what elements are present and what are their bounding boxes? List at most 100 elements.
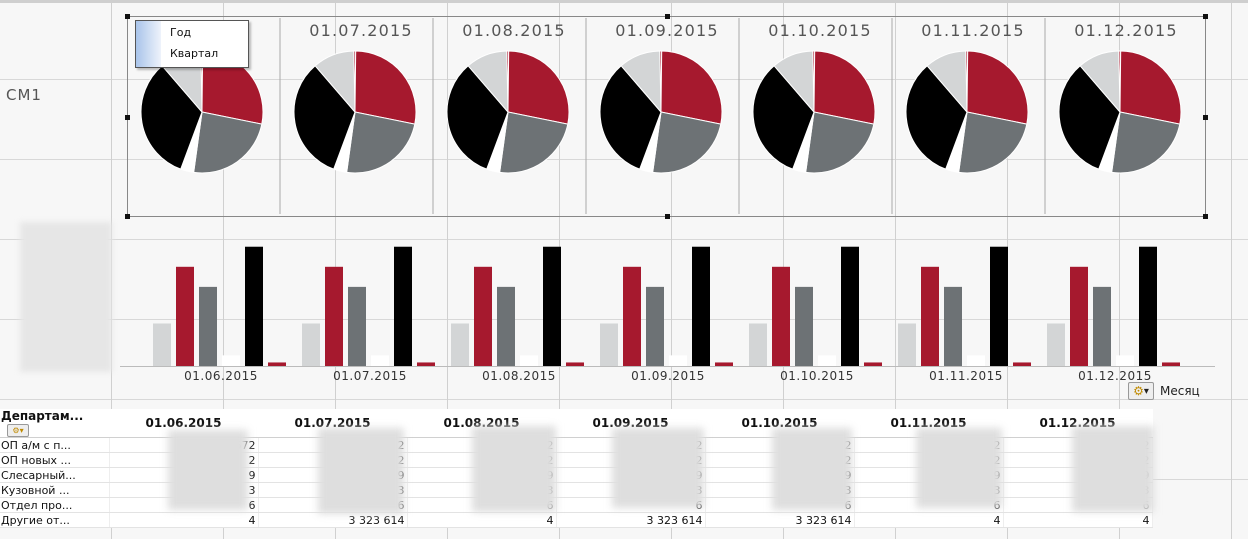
row-department-name: ОП новых ...: [0, 452, 110, 468]
blurred-cells: [472, 426, 556, 512]
bar: [497, 286, 515, 366]
bar-category-label: 01.11.2015: [929, 369, 1003, 383]
table-row: Другие от... 4 3 323 614 4 3 323 614 3 323 61…: [0, 512, 1153, 528]
pie-slice: [1058, 65, 1121, 170]
pie-slice: [905, 65, 968, 170]
table-header-row: Департам...⚙▾ 01.06.2015 01.07.2015 01.08.2…: [0, 409, 1152, 438]
pie-slice: [346, 111, 416, 174]
pie-slice: [660, 50, 723, 125]
blurred-cells: [916, 428, 1002, 508]
pie-slice: [467, 50, 509, 114]
table-cell: 3 323 614: [705, 512, 855, 528]
top-divider: [0, 0, 1248, 3]
pie-slice: [1079, 50, 1121, 114]
pie-slice: [140, 65, 203, 170]
bar: [1093, 286, 1111, 366]
table-cell: 3 323 614: [258, 512, 408, 528]
chevron-down-icon: ▾: [1143, 385, 1149, 397]
row-department-name: Кузовной ...: [0, 482, 110, 498]
pie-slice: [193, 111, 263, 174]
menu-gutter: [136, 21, 161, 67]
blurred-cells: [318, 428, 404, 514]
menu-item-quarter[interactable]: Квартал: [170, 47, 219, 60]
bar: [176, 266, 194, 366]
pie-month-label: 01.11.2015: [921, 21, 1025, 40]
pie-month-label: 01.12.2015: [1074, 21, 1178, 40]
bar: [669, 355, 687, 366]
period-popup-menu: Год Квартал: [135, 20, 249, 68]
blurred-cells: [612, 428, 704, 508]
table-cell: 4: [407, 512, 557, 528]
pie-slice: [499, 111, 569, 174]
bar: [818, 355, 836, 366]
blurred-row-labels: [20, 222, 112, 372]
resize-handle[interactable]: [665, 214, 670, 219]
blurred-cells: [772, 428, 852, 510]
row-department-name: Отдел про...: [0, 497, 110, 513]
resize-handle[interactable]: [125, 115, 130, 120]
row-department-name: ОП а/м с п...: [0, 437, 110, 453]
pie-slice: [813, 50, 876, 125]
pie-month-label: 01.08.2015: [462, 21, 566, 40]
bar: [944, 286, 962, 366]
pie-slice: [1119, 50, 1182, 125]
bar: [967, 355, 985, 366]
bar: [153, 323, 171, 366]
bar-category-label: 01.09.2015: [631, 369, 705, 383]
resize-handle[interactable]: [1203, 14, 1208, 19]
gear-icon: ⚙: [1133, 384, 1144, 398]
pie-slice: [446, 65, 509, 170]
bar: [749, 323, 767, 366]
bar: [394, 246, 412, 366]
table-header-department[interactable]: Департам...⚙▾: [0, 409, 109, 438]
bar-category-label: 01.10.2015: [780, 369, 854, 383]
bar: [841, 246, 859, 366]
bar: [715, 362, 733, 366]
bar: [1162, 362, 1180, 366]
resize-handle[interactable]: [125, 214, 130, 219]
bar: [1013, 362, 1031, 366]
table-cell: 4: [1003, 512, 1153, 528]
month-dimension-control[interactable]: ⚙ ▾ Месяц: [1128, 381, 1200, 401]
bar: [1139, 246, 1157, 366]
bar: [417, 362, 435, 366]
bar: [451, 323, 469, 366]
pie-month-label: 01.10.2015: [768, 21, 872, 40]
pie-slice: [752, 65, 815, 170]
pie-slice: [773, 50, 815, 114]
resize-handle[interactable]: [665, 14, 670, 19]
pie-month-label: 01.09.2015: [615, 21, 719, 40]
filter-button[interactable]: ⚙▾: [7, 424, 29, 437]
bar: [898, 323, 916, 366]
header-department-label: Департам...: [1, 409, 84, 423]
pie-slice: [293, 65, 356, 170]
table-cell: 4: [109, 512, 259, 528]
pie-slice: [805, 111, 875, 174]
pie-month-label: 01.07.2015: [309, 21, 413, 40]
pie-slice: [354, 50, 417, 125]
pie-slice: [966, 50, 1029, 125]
pie-slice: [958, 111, 1028, 174]
pie-slice: [599, 65, 662, 170]
menu-item-year[interactable]: Год: [170, 26, 192, 39]
blurred-cells: [168, 430, 248, 510]
pie-slice: [314, 50, 356, 114]
blurred-cells: [1072, 426, 1154, 512]
pie-slice: [620, 50, 662, 114]
bar: [990, 246, 1008, 366]
bar: [600, 323, 618, 366]
bar: [348, 286, 366, 366]
table-cell: 4: [854, 512, 1004, 528]
dimension-filter-button[interactable]: ⚙ ▾: [1128, 382, 1154, 400]
bar: [795, 286, 813, 366]
bar-chart: 01.06.2015 01.07.2015 01.08.2015 01.09.2015…: [120, 246, 1215, 383]
resize-handle[interactable]: [1203, 115, 1208, 120]
bar: [199, 286, 217, 366]
bar: [772, 266, 790, 366]
bar: [222, 355, 240, 366]
bar-category-label: 01.07.2015: [333, 369, 407, 383]
pie-slice: [1111, 111, 1181, 174]
month-label: Месяц: [1160, 384, 1200, 398]
resize-handle[interactable]: [1203, 214, 1208, 219]
resize-handle[interactable]: [125, 14, 130, 19]
